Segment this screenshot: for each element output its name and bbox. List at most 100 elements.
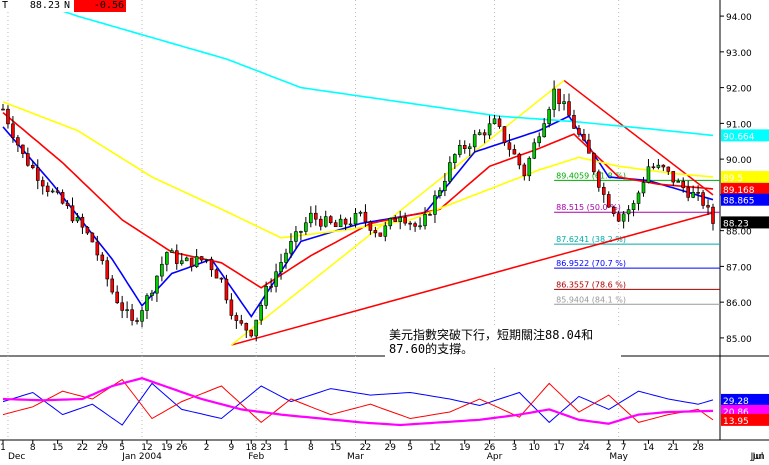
fib-label-4: 86.3557 (78.6 %) [556, 280, 626, 289]
candle-body-90 [448, 162, 452, 182]
candle-body-33 [165, 252, 169, 265]
indicator-line-1 [2, 378, 714, 424]
candle-body-39 [194, 256, 199, 267]
candle-body-83 [413, 223, 417, 227]
x-tick-label-14: 8 [308, 443, 314, 453]
x-tick-label-1: 8 [30, 443, 36, 453]
price-label-4: 88.23 [723, 219, 749, 229]
candle-body-91 [453, 154, 457, 163]
header-last: 88.23 [14, 0, 62, 12]
y-tick-label-8: 86.00 [726, 299, 752, 309]
candle-body-28 [140, 310, 144, 322]
candle-body-12 [60, 192, 65, 204]
candle-body-7 [35, 167, 40, 181]
candle-body-82 [408, 222, 412, 225]
x-tick-label-3: 22 [77, 443, 88, 453]
candle-body-73 [363, 211, 368, 223]
candle-body-31 [155, 275, 159, 294]
candle-body-18 [90, 232, 95, 243]
candle-body-53 [264, 286, 268, 306]
candle-body-137 [681, 181, 685, 189]
candle-body-103 [512, 149, 517, 155]
header-flag: N [62, 0, 74, 12]
candle-body-123 [611, 206, 616, 214]
candle-body-14 [70, 205, 75, 222]
candle-body-4 [21, 144, 25, 154]
y-tick-label-7: 87.00 [726, 263, 752, 273]
candle-body-112 [557, 88, 561, 104]
x-tick-label-24: 17 [553, 443, 564, 453]
trendline-0 [231, 212, 714, 346]
candle-body-108 [537, 136, 542, 144]
candle-body-20 [100, 254, 105, 261]
x-tick-label-6: 12 [141, 443, 152, 453]
x-tick-label-23: 10 [529, 443, 541, 453]
candle-body-36 [179, 260, 184, 264]
x-tick-label-11: 18 [246, 443, 258, 453]
x-month-label-0: Dec [8, 452, 25, 461]
candle-body-113 [562, 101, 566, 104]
y-tick-label-9: 85.00 [726, 335, 752, 345]
x-tick-label-21: 26 [484, 443, 496, 453]
candle-body-47 [234, 315, 239, 321]
x-tick-label-9: 2 [204, 443, 210, 453]
indicator-label-bg-0 [721, 393, 769, 406]
indicator-label-bg-2 [721, 413, 769, 426]
candle-body-98 [487, 123, 492, 136]
candle-body-61 [304, 222, 308, 232]
candle-body-38 [189, 257, 194, 267]
candle-body-116 [577, 128, 581, 135]
candle-body-68 [338, 218, 343, 228]
candle-body-97 [482, 132, 487, 136]
candle-body-129 [641, 182, 646, 194]
x-tick-label-8: 26 [176, 443, 188, 453]
candle-body-55 [274, 271, 278, 287]
x-month-label-4: Apr [487, 452, 503, 461]
candle-body-81 [403, 217, 407, 224]
indicator-label-0: 29.28 [723, 397, 749, 407]
candle-body-75 [373, 230, 378, 234]
candle-body-115 [572, 115, 576, 129]
candle-body-45 [224, 278, 229, 301]
candle-body-46 [229, 299, 234, 316]
candle-body-107 [532, 142, 537, 159]
candle-body-54 [269, 286, 273, 288]
x-tick-label-26: 2 [606, 443, 612, 453]
header-change: -0.56 [74, 0, 126, 12]
candle-body-131 [651, 166, 656, 169]
header-label: T [0, 0, 14, 12]
candle-body-51 [254, 319, 259, 337]
candle-body-70 [348, 223, 353, 226]
candle-body-106 [527, 157, 532, 177]
header-bar: T 88.23 N -0.56 [0, 0, 126, 12]
candle-body-128 [636, 192, 641, 204]
candle-body-41 [204, 259, 209, 261]
x-tick-label-18: 5 [407, 443, 413, 453]
x-tick-label-29: 21 [668, 443, 679, 453]
x-month-label-5: May [609, 452, 628, 461]
candle-body-120 [597, 171, 601, 188]
candle-body-95 [472, 134, 477, 148]
y-tick-label-6: 88.00 [726, 228, 752, 238]
candle-body-84 [418, 225, 422, 228]
candle-body-34 [170, 250, 174, 253]
x-tick-label-22: 3 [512, 443, 518, 453]
candle-body-48 [239, 320, 244, 324]
moving-average-3 [3, 0, 714, 137]
candle-body-140 [696, 192, 700, 194]
x-month-label-2: Feb [248, 452, 264, 461]
candle-body-79 [393, 218, 398, 222]
x-month-label-1: Jan 2004 [121, 452, 162, 461]
candle-body-135 [671, 171, 676, 183]
candle-body-114 [567, 101, 571, 116]
fib-label-2: 87.6241 (38.2 %) [556, 235, 626, 244]
x-tick-label-2: 15 [52, 443, 63, 453]
candle-body-59 [294, 231, 298, 242]
y-tick-label-3: 91.00 [726, 120, 752, 130]
indicator-label-2: 13.95 [723, 417, 749, 427]
candle-body-134 [666, 166, 671, 172]
x-tick-label-19: 12 [429, 443, 440, 453]
x-tick-label-12: 23 [260, 443, 271, 453]
x-month-label-6: Jun [750, 452, 765, 461]
